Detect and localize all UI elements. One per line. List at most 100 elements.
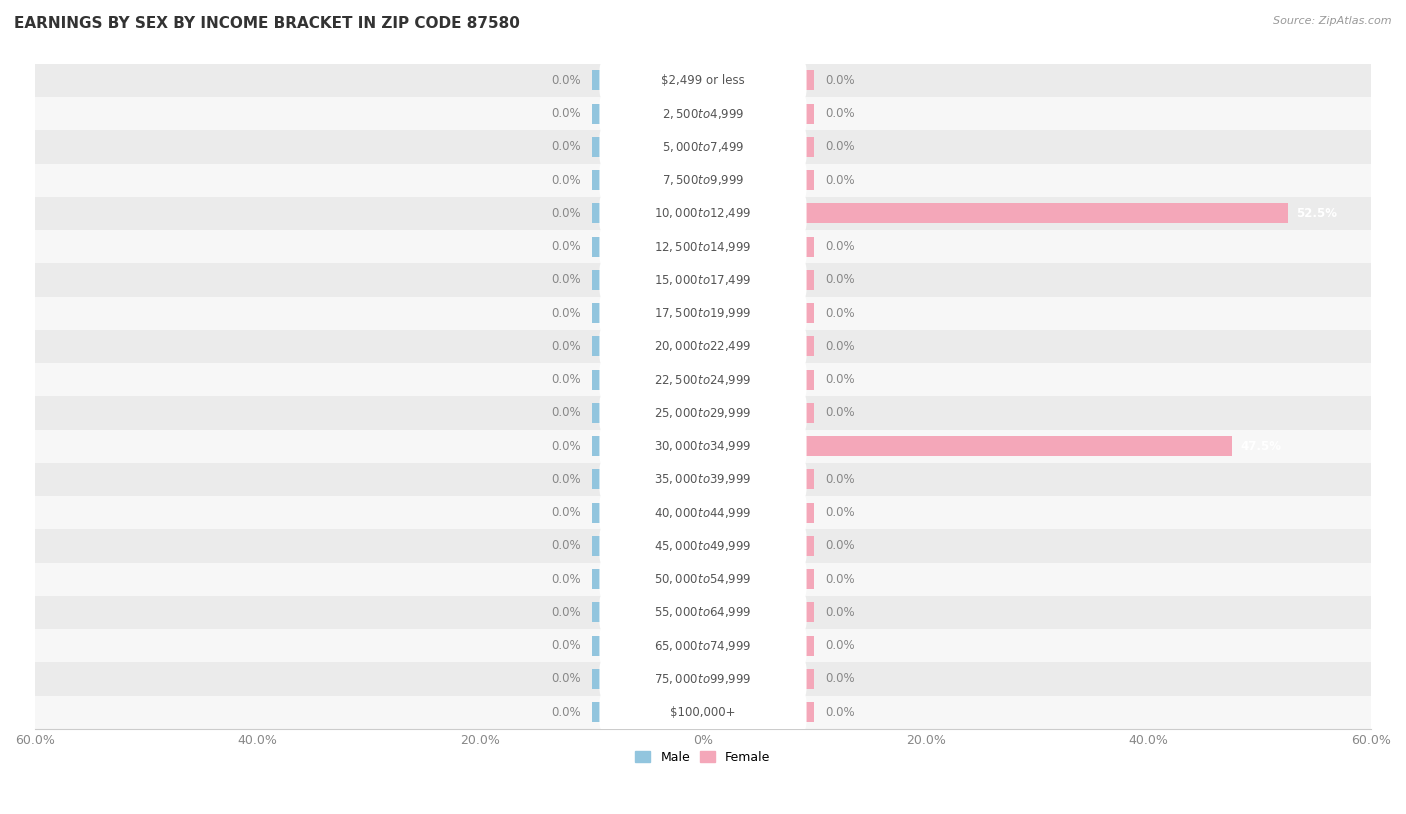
Text: $40,000 to $44,999: $40,000 to $44,999 bbox=[654, 505, 752, 519]
Text: Source: ZipAtlas.com: Source: ZipAtlas.com bbox=[1274, 16, 1392, 26]
FancyBboxPatch shape bbox=[599, 361, 807, 398]
FancyBboxPatch shape bbox=[599, 594, 807, 631]
Text: 0.0%: 0.0% bbox=[551, 473, 581, 486]
Bar bbox=[35, 264, 1371, 296]
Bar bbox=[703, 270, 814, 290]
Text: $55,000 to $64,999: $55,000 to $64,999 bbox=[654, 606, 752, 619]
Text: 0.0%: 0.0% bbox=[825, 506, 855, 519]
Bar bbox=[592, 569, 703, 589]
Text: 0.0%: 0.0% bbox=[825, 107, 855, 120]
Text: $75,000 to $99,999: $75,000 to $99,999 bbox=[654, 672, 752, 686]
Bar bbox=[592, 336, 703, 357]
Bar bbox=[592, 503, 703, 523]
Text: EARNINGS BY SEX BY INCOME BRACKET IN ZIP CODE 87580: EARNINGS BY SEX BY INCOME BRACKET IN ZIP… bbox=[14, 16, 520, 31]
Text: $7,500 to $9,999: $7,500 to $9,999 bbox=[662, 173, 744, 187]
Bar bbox=[703, 503, 814, 523]
Text: 0.0%: 0.0% bbox=[551, 240, 581, 253]
Bar bbox=[35, 430, 1371, 463]
Bar bbox=[703, 336, 814, 357]
Bar bbox=[703, 602, 814, 623]
Bar bbox=[592, 103, 703, 124]
Bar bbox=[592, 636, 703, 655]
Bar bbox=[592, 304, 703, 323]
Bar bbox=[592, 602, 703, 623]
Bar bbox=[35, 463, 1371, 496]
Text: $5,000 to $7,499: $5,000 to $7,499 bbox=[662, 140, 744, 154]
Text: $20,000 to $22,499: $20,000 to $22,499 bbox=[654, 339, 752, 353]
FancyBboxPatch shape bbox=[599, 694, 807, 731]
FancyBboxPatch shape bbox=[599, 527, 807, 564]
Text: 0.0%: 0.0% bbox=[825, 606, 855, 619]
Text: 0.0%: 0.0% bbox=[551, 107, 581, 120]
FancyBboxPatch shape bbox=[599, 561, 807, 597]
Bar bbox=[703, 702, 814, 722]
Bar bbox=[35, 529, 1371, 562]
Bar bbox=[703, 304, 814, 323]
FancyBboxPatch shape bbox=[599, 461, 807, 498]
Bar bbox=[35, 629, 1371, 663]
Bar bbox=[35, 330, 1371, 363]
Bar bbox=[592, 436, 703, 456]
Text: 0.0%: 0.0% bbox=[551, 307, 581, 320]
Bar bbox=[35, 197, 1371, 230]
Bar bbox=[703, 71, 814, 90]
Bar bbox=[35, 164, 1371, 197]
Text: 0.0%: 0.0% bbox=[551, 74, 581, 87]
FancyBboxPatch shape bbox=[599, 162, 807, 199]
Text: $100,000+: $100,000+ bbox=[671, 706, 735, 719]
Bar bbox=[703, 370, 814, 390]
Text: 0.0%: 0.0% bbox=[551, 606, 581, 619]
Bar bbox=[35, 296, 1371, 330]
Text: $30,000 to $34,999: $30,000 to $34,999 bbox=[654, 440, 752, 453]
Text: 0.0%: 0.0% bbox=[825, 540, 855, 553]
FancyBboxPatch shape bbox=[599, 228, 807, 265]
Bar bbox=[592, 370, 703, 390]
Legend: Male, Female: Male, Female bbox=[630, 746, 776, 769]
Text: 0.0%: 0.0% bbox=[551, 506, 581, 519]
Text: 0.0%: 0.0% bbox=[825, 340, 855, 353]
Text: 0.0%: 0.0% bbox=[551, 639, 581, 652]
Text: $25,000 to $29,999: $25,000 to $29,999 bbox=[654, 406, 752, 420]
Text: 0.0%: 0.0% bbox=[551, 207, 581, 220]
Bar bbox=[592, 702, 703, 722]
Bar bbox=[592, 170, 703, 190]
Text: $35,000 to $39,999: $35,000 to $39,999 bbox=[654, 472, 752, 487]
Text: $12,500 to $14,999: $12,500 to $14,999 bbox=[654, 239, 752, 254]
Bar bbox=[703, 170, 814, 190]
Bar bbox=[592, 237, 703, 256]
Bar bbox=[35, 562, 1371, 596]
FancyBboxPatch shape bbox=[599, 328, 807, 365]
Text: 0.0%: 0.0% bbox=[825, 74, 855, 87]
Text: $2,499 or less: $2,499 or less bbox=[661, 74, 745, 87]
Text: 0.0%: 0.0% bbox=[551, 706, 581, 719]
Bar bbox=[703, 103, 814, 124]
FancyBboxPatch shape bbox=[599, 494, 807, 532]
Text: 0.0%: 0.0% bbox=[825, 573, 855, 586]
Text: $2,500 to $4,999: $2,500 to $4,999 bbox=[662, 107, 744, 120]
Text: 47.5%: 47.5% bbox=[1240, 440, 1282, 453]
Bar bbox=[592, 204, 703, 223]
Bar bbox=[35, 63, 1371, 97]
Text: $15,000 to $17,499: $15,000 to $17,499 bbox=[654, 273, 752, 287]
Text: 0.0%: 0.0% bbox=[825, 639, 855, 652]
Text: 0.0%: 0.0% bbox=[825, 672, 855, 685]
Text: 0.0%: 0.0% bbox=[825, 706, 855, 719]
Text: 0.0%: 0.0% bbox=[825, 274, 855, 287]
FancyBboxPatch shape bbox=[599, 95, 807, 132]
Text: 0.0%: 0.0% bbox=[825, 141, 855, 154]
Text: $10,000 to $12,499: $10,000 to $12,499 bbox=[654, 207, 752, 221]
FancyBboxPatch shape bbox=[599, 129, 807, 165]
Bar bbox=[592, 470, 703, 489]
FancyBboxPatch shape bbox=[599, 628, 807, 664]
Text: 0.0%: 0.0% bbox=[825, 173, 855, 186]
FancyBboxPatch shape bbox=[599, 62, 807, 99]
FancyBboxPatch shape bbox=[599, 261, 807, 299]
Text: 0.0%: 0.0% bbox=[551, 373, 581, 386]
Bar bbox=[35, 230, 1371, 264]
Bar bbox=[703, 470, 814, 489]
FancyBboxPatch shape bbox=[599, 295, 807, 331]
Text: 0.0%: 0.0% bbox=[551, 406, 581, 419]
Bar bbox=[703, 204, 1288, 223]
Text: 0.0%: 0.0% bbox=[825, 406, 855, 419]
Bar bbox=[592, 403, 703, 423]
